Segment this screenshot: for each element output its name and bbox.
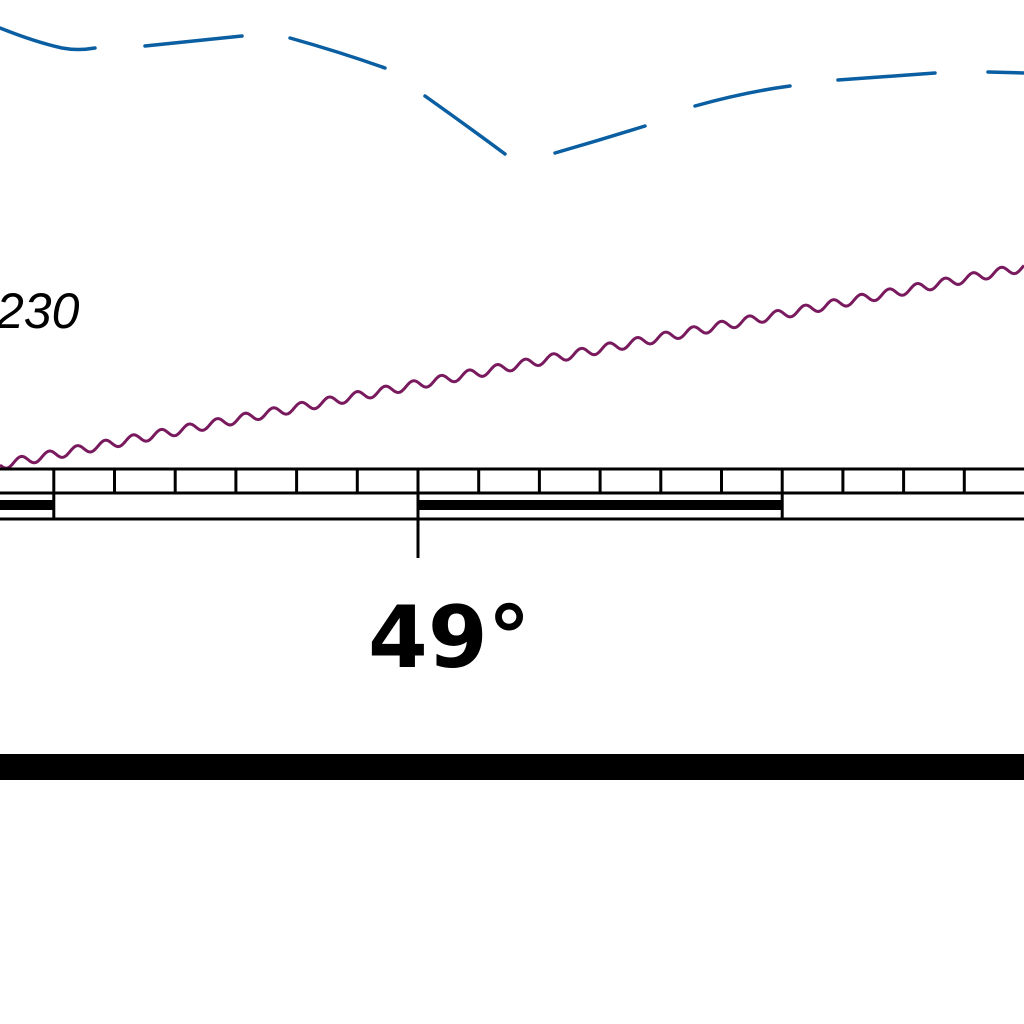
depth-label: 230	[0, 283, 80, 339]
minute-bar-left	[0, 500, 54, 510]
minute-bar-center	[418, 500, 782, 510]
map-neatline	[0, 754, 1024, 780]
depth-contour-line	[0, 26, 1024, 156]
latitude-label: 49°	[368, 588, 531, 688]
wavy-boundary-line	[0, 264, 1024, 470]
scale-minute-bars	[0, 500, 782, 510]
latitude-scale	[0, 467, 1024, 558]
